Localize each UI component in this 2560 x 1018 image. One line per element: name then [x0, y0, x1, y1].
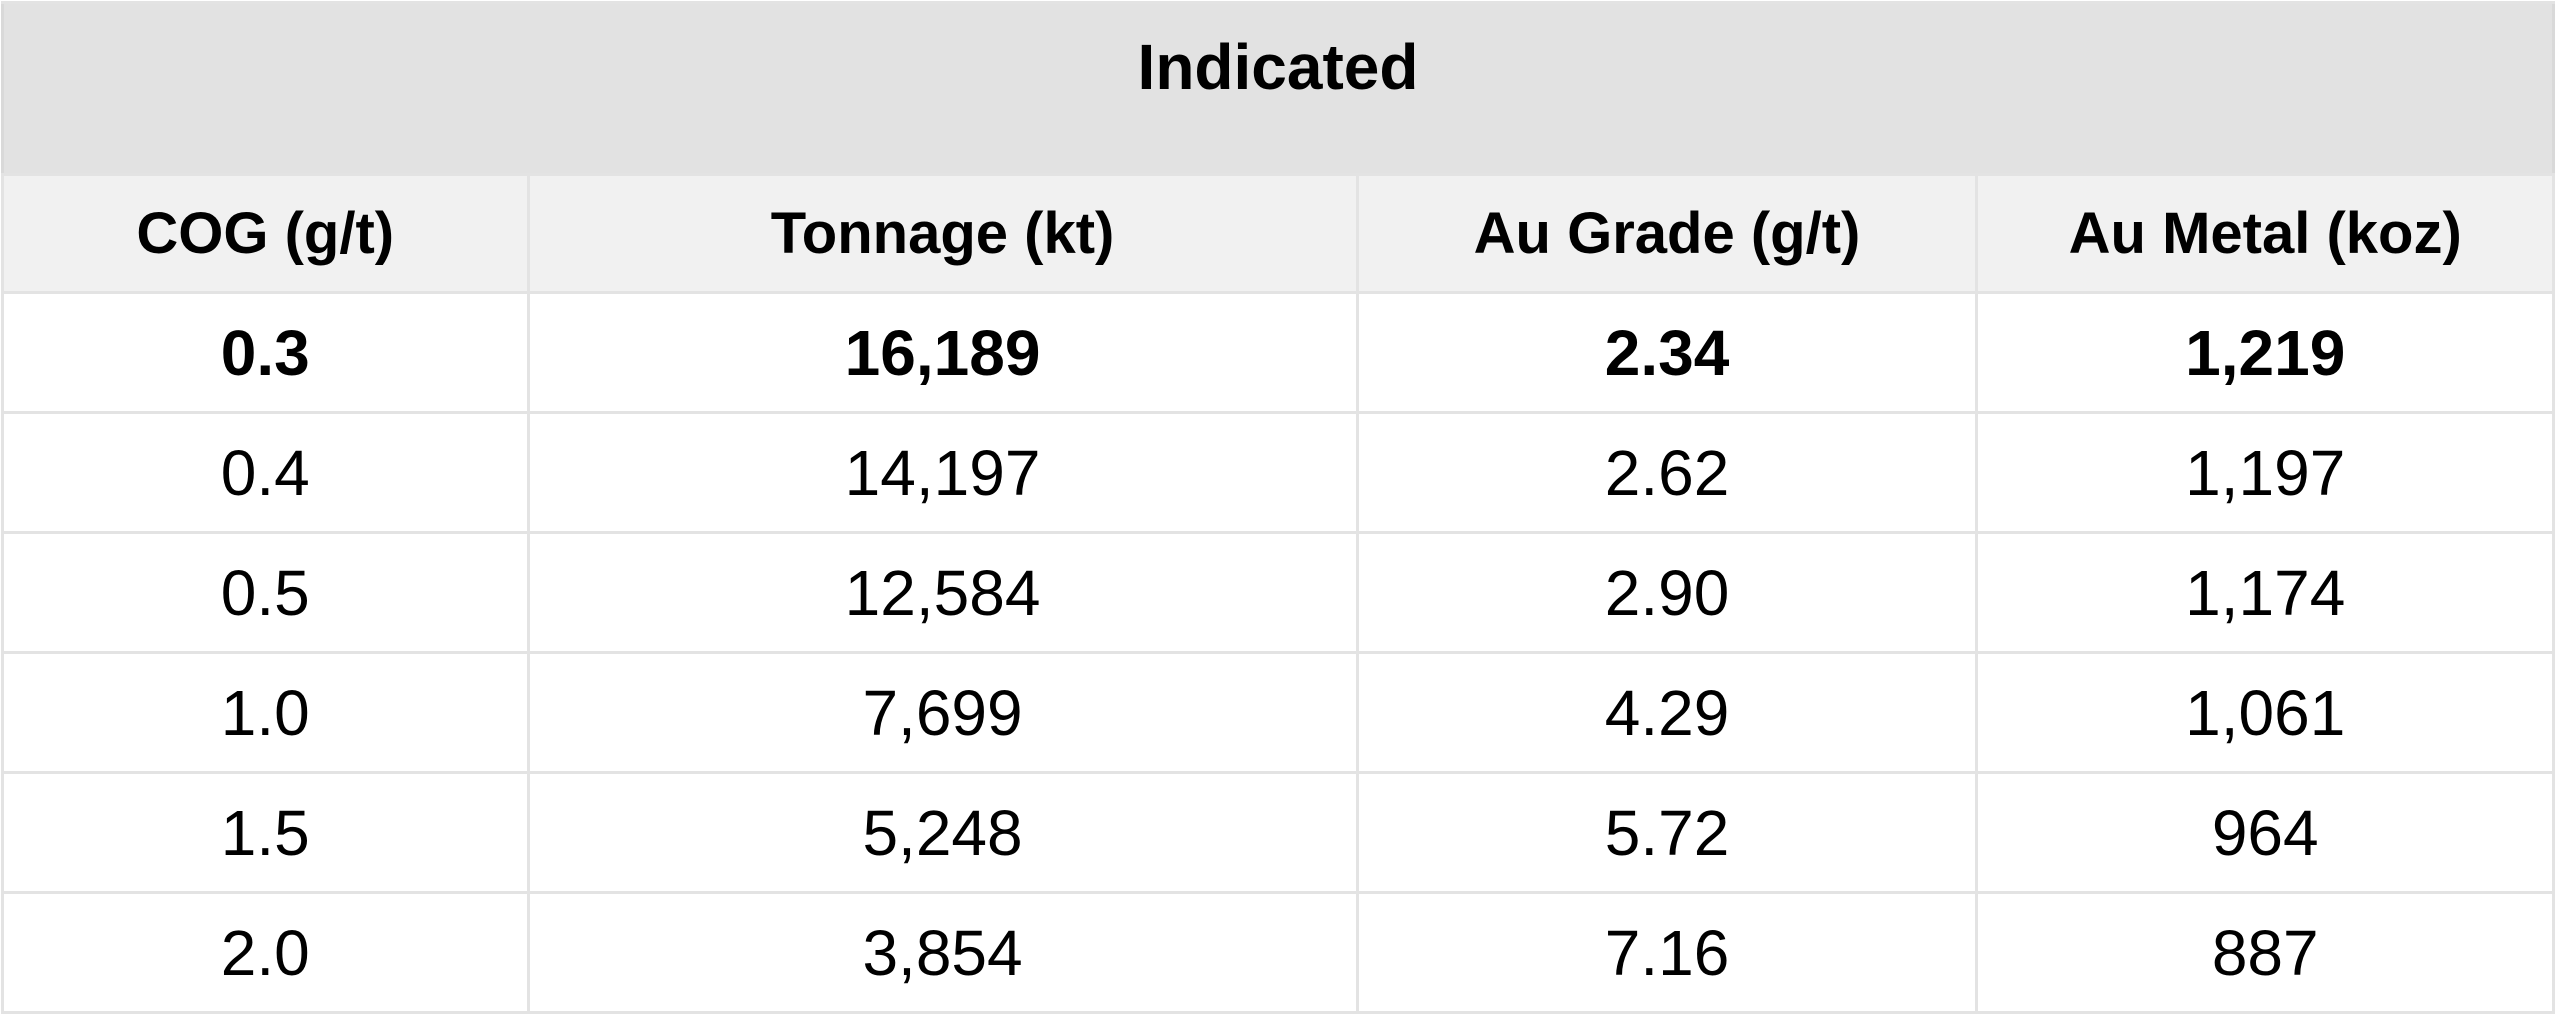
column-header-cog: COG (g/t)	[1, 173, 530, 294]
cell-cog: 2.0	[1, 891, 530, 1014]
cell-metal: 1,219	[1975, 291, 2555, 414]
cell-tonnage: 12,584	[526, 531, 1359, 654]
cell-metal: 964	[1975, 771, 2555, 894]
table-row: 1.5 5,248 5.72 964	[1, 771, 2555, 894]
cell-grade: 2.62	[1355, 411, 1979, 534]
cell-tonnage: 16,189	[526, 291, 1359, 414]
column-header-grade: Au Grade (g/t)	[1355, 173, 1979, 294]
cell-grade: 2.90	[1355, 531, 1979, 654]
table-title: Indicated	[2, 1, 2554, 176]
table-row: 0.4 14,197 2.62 1,197	[1, 411, 2555, 534]
table-row: 2.0 3,854 7.16 887	[1, 891, 2555, 1014]
cell-metal: 1,197	[1975, 411, 2555, 534]
table-row: 0.5 12,584 2.90 1,174	[1, 531, 2555, 654]
cell-tonnage: 3,854	[526, 891, 1359, 1014]
cell-tonnage: 7,699	[526, 651, 1359, 774]
cell-tonnage: 5,248	[526, 771, 1359, 894]
cell-grade: 2.34	[1355, 291, 1979, 414]
cell-cog: 1.0	[1, 651, 530, 774]
cell-metal: 1,061	[1975, 651, 2555, 774]
table-header-row: COG (g/t) Tonnage (kt) Au Grade (g/t) Au…	[1, 173, 2555, 294]
cell-metal: 1,174	[1975, 531, 2555, 654]
cell-grade: 7.16	[1355, 891, 1979, 1014]
cell-grade: 5.72	[1355, 771, 1979, 894]
column-header-metal: Au Metal (koz)	[1975, 173, 2555, 294]
cell-cog: 0.3	[1, 291, 530, 414]
table-title-row: Indicated	[2, 1, 2554, 176]
cell-metal: 887	[1975, 891, 2555, 1014]
cell-cog: 0.5	[1, 531, 530, 654]
cell-grade: 4.29	[1355, 651, 1979, 774]
table-row: 1.0 7,699 4.29 1,061	[1, 651, 2555, 774]
column-header-tonnage: Tonnage (kt)	[526, 173, 1359, 294]
cell-cog: 0.4	[1, 411, 530, 534]
cell-tonnage: 14,197	[526, 411, 1359, 534]
table-row: 0.3 16,189 2.34 1,219	[1, 291, 2555, 414]
cell-cog: 1.5	[1, 771, 530, 894]
